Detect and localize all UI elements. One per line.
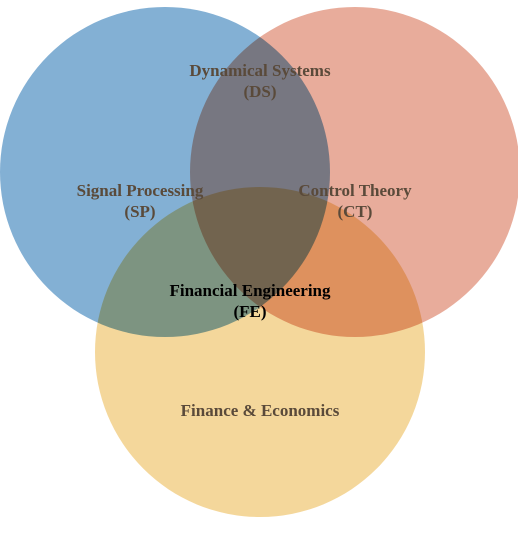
label-dynamical-systems: Dynamical Systems (DS) bbox=[1, 60, 518, 103]
venn-diagram: { "diagram": { "type": "venn-3", "canvas… bbox=[0, 0, 518, 536]
circle-finance-economics bbox=[95, 187, 425, 517]
text: Financial Engineering (FE) bbox=[169, 281, 330, 321]
text: Finance & Economics bbox=[181, 401, 340, 420]
label-finance-economics: Finance & Economics bbox=[1, 400, 518, 421]
label-control-theory: Control Theory (CT) bbox=[96, 180, 518, 223]
text: Dynamical Systems (DS) bbox=[189, 61, 330, 101]
text: Control Theory (CT) bbox=[298, 181, 411, 221]
label-financial-engineering: Financial Engineering (FE) bbox=[0, 280, 509, 323]
